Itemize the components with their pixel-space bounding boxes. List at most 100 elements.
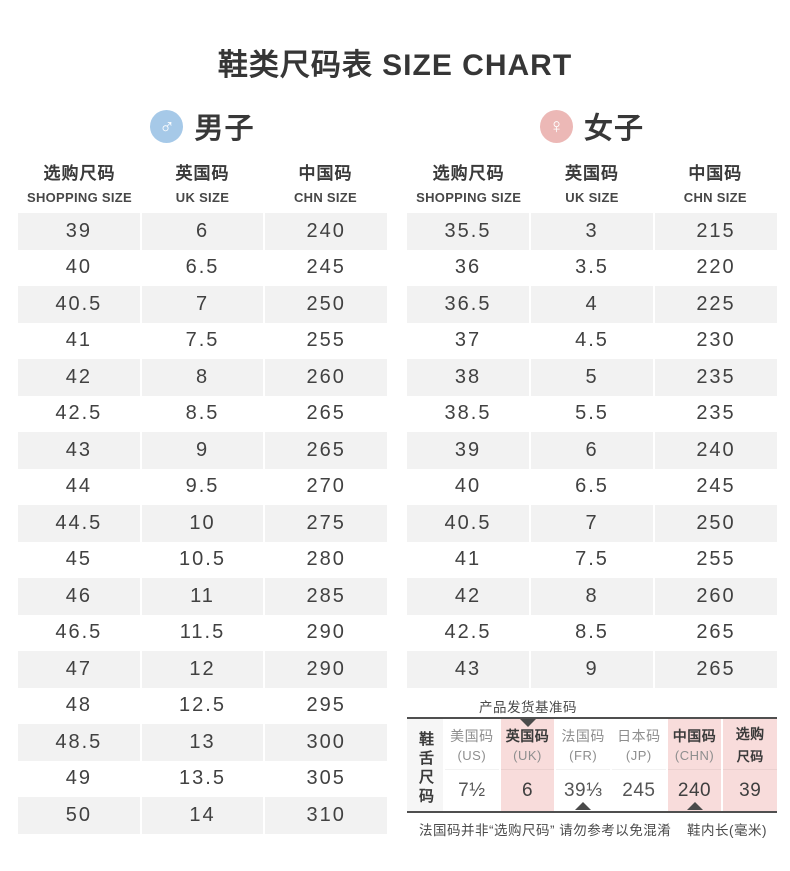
reference-column-subname: (CHN) <box>674 747 715 763</box>
size-cell: 41 <box>65 329 92 352</box>
size-cell: 265 <box>263 395 387 432</box>
size-cell: 36 <box>454 256 482 279</box>
women-column-headers: 选购尺码 SHOPPING SIZE 英国码 UK SIZE 中国码 CHN S… <box>407 148 777 213</box>
size-row: 40 6.5 245 <box>18 249 387 286</box>
size-cell: 240 <box>653 432 777 469</box>
size-cell: 265 <box>653 614 777 651</box>
marker-up-icon <box>686 802 703 810</box>
reference-column-value: 245 <box>622 779 656 801</box>
size-cell: 4.5 <box>529 322 653 359</box>
size-cell: 250 <box>263 286 387 323</box>
size-cell: 13 <box>139 724 264 761</box>
male-icon: ♂ <box>150 109 184 143</box>
column-header-chn-size: 中国码 CHN SIZE <box>683 164 747 205</box>
size-row: 39 6 240 <box>407 432 777 469</box>
size-row: 48 12.5 295 <box>18 687 387 724</box>
women-gender-header: ♀ 女子 <box>407 104 777 148</box>
size-row: 36.5 4 225 <box>407 286 777 323</box>
men-gender-header: ♂ 男子 <box>18 104 387 148</box>
size-cell: 270 <box>263 468 387 505</box>
size-cell: 40 <box>65 256 92 279</box>
size-row: 48.5 13 300 <box>18 724 387 761</box>
size-cell: 13.5 <box>139 760 264 797</box>
page-title: 鞋类尺码表 SIZE CHART <box>217 49 573 82</box>
size-cell: 41 <box>454 548 482 571</box>
size-cell: 215 <box>653 213 777 250</box>
size-cell: 43 <box>454 657 482 680</box>
size-cell: 12 <box>139 651 264 688</box>
size-row: 41 7.5 255 <box>18 322 387 359</box>
reference-column-value: 240 <box>677 779 712 801</box>
size-cell: 44.5 <box>55 511 103 534</box>
reference-column-name: 中国码 <box>672 727 717 744</box>
men-column-headers: 选购尺码 SHOPPING SIZE 英国码 UK SIZE 中国码 CHN S… <box>18 148 387 213</box>
size-row: 38 5 235 <box>407 359 777 396</box>
size-row: 47 12 290 <box>18 651 387 688</box>
size-cell: 40.5 <box>444 511 492 534</box>
size-cell: 7 <box>139 286 264 323</box>
size-row: 42 8 260 <box>407 578 777 615</box>
size-cell: 10.5 <box>139 541 264 578</box>
size-cell: 39 <box>65 219 92 242</box>
size-cell: 245 <box>263 249 387 286</box>
size-row: 46.5 11.5 290 <box>18 614 387 651</box>
size-cell: 8 <box>529 578 653 615</box>
size-cell: 14 <box>139 797 264 834</box>
size-row: 42.5 8.5 265 <box>18 395 387 432</box>
reference-column-name: 英国码 <box>505 727 550 744</box>
size-cell: 250 <box>653 505 777 542</box>
size-cell: 35.5 <box>444 219 492 242</box>
size-row: 40.5 7 250 <box>407 505 777 542</box>
size-cell: 280 <box>263 541 387 578</box>
size-cell: 38 <box>454 365 482 388</box>
size-cell: 5.5 <box>529 395 653 432</box>
size-row: 38.5 5.5 235 <box>407 395 777 432</box>
size-cell: 46 <box>65 584 92 607</box>
size-cell: 245 <box>653 468 777 505</box>
reference-column-header: 法国码 (FR) <box>556 719 611 770</box>
reference-column-value: 39 <box>739 779 762 801</box>
size-cell: 8 <box>139 359 264 396</box>
size-row: 40.5 7 250 <box>18 286 387 323</box>
reference-column: 英国码 (UK) 6 <box>498 719 555 811</box>
size-cell: 7 <box>529 505 653 542</box>
size-cell: 42.5 <box>444 621 492 644</box>
size-cell: 42 <box>65 365 92 388</box>
reference-column-header: 日本码 (JP) <box>612 719 666 770</box>
size-cell: 290 <box>263 651 387 688</box>
footnote-inner-length: 鞋内长(毫米) <box>687 823 767 838</box>
size-cell: 11 <box>139 578 264 615</box>
marker-down-icon <box>519 719 536 727</box>
size-cell: 9 <box>139 432 264 469</box>
size-cell: 6 <box>139 213 264 250</box>
men-section-label: 男子 <box>194 113 255 145</box>
reference-column-subname: 尺码 <box>736 748 764 764</box>
size-row: 44 9.5 270 <box>18 468 387 505</box>
reference-column: 日本码 (JP) 245 <box>610 719 666 811</box>
reference-column-name: 法国码 <box>561 727 605 744</box>
size-cell: 260 <box>263 359 387 396</box>
reference-column: 美国码 (US) 7½ <box>443 719 499 811</box>
size-cell: 265 <box>653 651 777 688</box>
size-cell: 37 <box>454 329 482 352</box>
size-cell: 40.5 <box>55 292 103 315</box>
size-cell: 44 <box>65 475 92 498</box>
size-row: 43 9 265 <box>407 651 777 688</box>
size-cell: 295 <box>263 687 387 724</box>
size-cell: 235 <box>653 359 777 396</box>
size-cell: 9 <box>529 651 653 688</box>
size-row: 42.5 8.5 265 <box>407 614 777 651</box>
column-header-shopping-size: 选购尺码 SHOPPING SIZE <box>416 164 522 205</box>
reference-column-subname: (UK) <box>513 747 542 763</box>
size-row: 39 6 240 <box>18 213 387 250</box>
footnote-fr-warning: 法国码并非“选购尺码” 请勿参考以免混淆 <box>419 823 672 838</box>
size-row: 41 7.5 255 <box>407 541 777 578</box>
size-cell: 225 <box>653 286 777 323</box>
women-size-table-body: 35.5 3 215 36 3.5 220 36.5 4 225 37 4.5 230 38 5 235 38… <box>407 213 777 688</box>
reference-column-value: 7½ <box>458 779 486 801</box>
reference-column-header: 美国码 (US) <box>445 719 499 770</box>
size-cell: 310 <box>263 797 387 834</box>
size-cell: 7.5 <box>529 541 653 578</box>
reference-columns: 美国码 (US) 7½ 英国码 (UK) 6 法国码 (FR) 39⅓ 日本码 (JP) 245 中国码… <box>443 719 778 811</box>
size-cell: 290 <box>263 614 387 651</box>
